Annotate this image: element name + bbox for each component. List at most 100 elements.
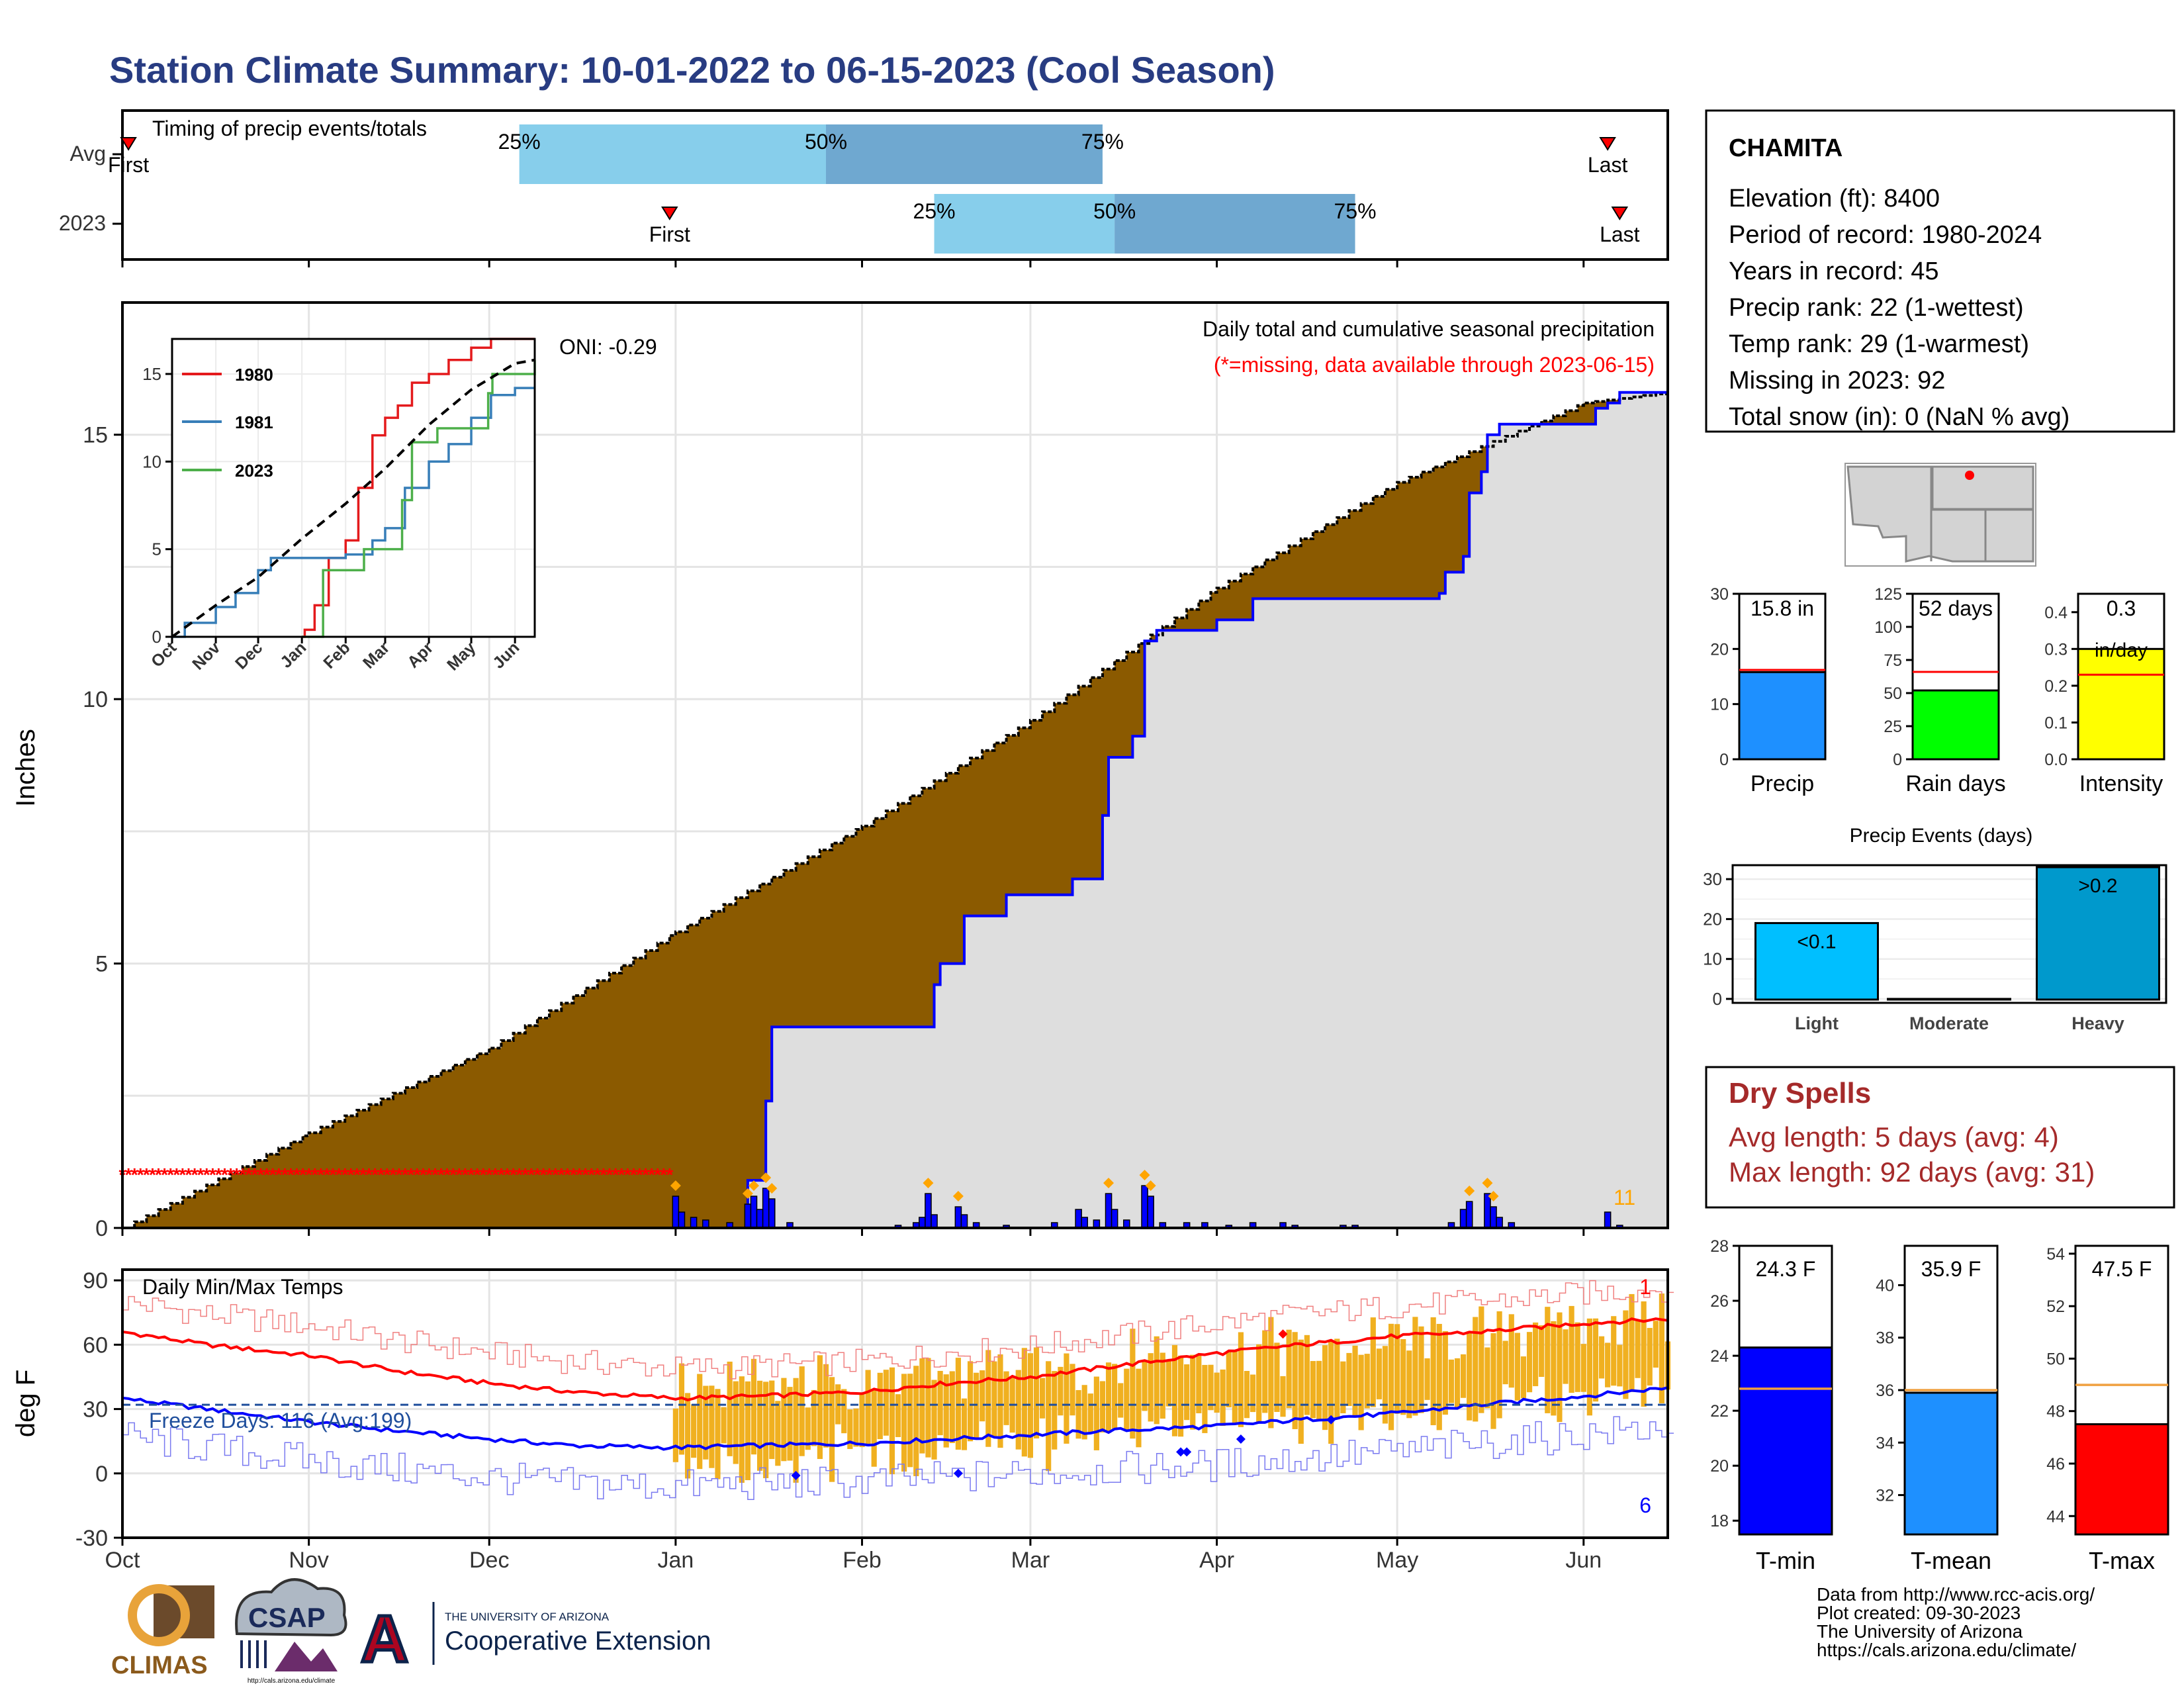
daily-temp-range-bar xyxy=(756,1380,763,1471)
daily-temp-range-bar xyxy=(1539,1325,1545,1378)
daily-precip-bar xyxy=(954,1206,962,1229)
inset-y-ticks: 0 5 10 15 xyxy=(142,364,172,647)
daily-temp-range-bar xyxy=(1177,1355,1184,1437)
ua-big-text: Cooperative Extension xyxy=(445,1626,711,1656)
missing-day-marker: * xyxy=(221,1164,228,1185)
temp-record-points xyxy=(791,1329,1336,1481)
precip-y-tick-label: 10 xyxy=(83,687,108,712)
daily-precip-bar xyxy=(960,1214,968,1229)
climas-logo-text: CLIMAS xyxy=(111,1652,208,1679)
missing-day-marker: * xyxy=(185,1164,192,1185)
daily-temp-range-bar xyxy=(1406,1350,1412,1419)
inset-line-Avg xyxy=(171,358,535,638)
daily-temp-range-bar xyxy=(811,1389,817,1446)
daily-temp-range-bar xyxy=(889,1367,895,1475)
daily-temp-range-bar xyxy=(1130,1329,1136,1439)
missing-day-marker: * xyxy=(582,1164,589,1185)
events-bars: <0.1 Light Moderate >0.2 Heavy xyxy=(1754,866,2160,1033)
daily-temp-range-bar xyxy=(1545,1307,1551,1413)
mini-value-label-precip: 15.8 in xyxy=(1751,596,1814,620)
missing-day-marker: * xyxy=(606,1164,613,1185)
daily-temp-range-bar xyxy=(1112,1364,1118,1430)
inset-x-tick-label: Dec xyxy=(232,638,266,673)
avg-cumulative-line xyxy=(122,392,1669,1229)
daily-temp-range-bar xyxy=(1262,1330,1268,1413)
heavy-event-marker xyxy=(923,1178,934,1189)
daily-temp-range-bar xyxy=(1220,1369,1226,1427)
temp-category-label-t-mean: T-mean xyxy=(1911,1547,1991,1574)
inset-x-tick-label: Mar xyxy=(359,638,393,672)
missing-day-marker: * xyxy=(449,1164,457,1185)
inset-gridlines xyxy=(171,339,535,637)
daily-temp-range-bar xyxy=(1412,1317,1418,1416)
daily-temp-range-bar xyxy=(1190,1354,1196,1430)
daily-temp-range-bar xyxy=(961,1398,968,1450)
daily-temp-range-bar xyxy=(1490,1333,1496,1429)
precip-y-tick-label: 5 xyxy=(95,952,108,977)
temp-category-label-t-min: T-min xyxy=(1756,1547,1815,1574)
daily-temp-range-bar xyxy=(1069,1364,1075,1416)
record-max-line xyxy=(122,1280,1674,1380)
missing-day-marker: * xyxy=(191,1164,199,1185)
temp-bar-y-tick-label: 20 xyxy=(1710,1457,1729,1476)
daily-temp-range-bar xyxy=(1430,1317,1436,1426)
legend-label-1980: 1980 xyxy=(235,365,273,385)
heavy-event-markers xyxy=(670,1170,1499,1202)
daily-temp-range-bar xyxy=(1484,1347,1490,1409)
avg-tmax-line xyxy=(122,1317,1668,1402)
daily-temp-range-bar xyxy=(1250,1374,1256,1413)
temp-x-tick-label: Dec xyxy=(469,1548,509,1573)
csap-logo: CSAP http://cals.arizona.edu/climate xyxy=(235,1578,347,1685)
daily-temp-range-bar xyxy=(895,1394,901,1437)
daily-temp-range-bar xyxy=(1286,1329,1292,1409)
temp-value-label-t-max: 47.5 F xyxy=(2092,1257,2152,1281)
missing-day-marker: * xyxy=(426,1164,433,1185)
precip-x-ticks xyxy=(121,1228,1585,1236)
mini-y-tick-label: 0 xyxy=(1719,751,1729,769)
daily-temp-range-bar xyxy=(1514,1333,1520,1401)
missing-day-marker: * xyxy=(245,1164,252,1185)
ua-logo-a: A xyxy=(361,1602,408,1676)
missing-day-marker: * xyxy=(468,1164,475,1185)
station-elevation: Elevation (ft): 8400 xyxy=(1729,185,1940,212)
missing-day-marker: * xyxy=(347,1164,355,1185)
temp-bar-y-tick-label: 18 xyxy=(1710,1512,1729,1530)
mini-y-tick-label: 0.4 xyxy=(2044,604,2068,622)
mini-value-label-intensity: 0.3 xyxy=(2107,596,2136,620)
events-category-light: Light xyxy=(1795,1013,1839,1033)
temp-bar-y-tick-label: 26 xyxy=(1710,1292,1729,1311)
inset-x-tick-label: Apr xyxy=(404,638,437,671)
station-years: Years in record: 45 xyxy=(1729,258,1939,285)
mini-y-tick-label: 0 xyxy=(1893,751,1902,769)
timing-label-q75-2023: 75% xyxy=(1334,199,1377,223)
timing-label-q50-Avg: 50% xyxy=(805,130,847,154)
missing-day-marker: * xyxy=(365,1164,373,1185)
mini-bar-precip xyxy=(1738,671,1827,761)
temp-x-ticks: Oct Nov Dec Jan Feb Mar Apr May Jun xyxy=(105,1538,1602,1573)
daily-temp-range-bar xyxy=(967,1361,974,1442)
missing-day-marker: * xyxy=(474,1164,481,1185)
csap-logo-cloud xyxy=(235,1578,347,1637)
daily-temp-range-bar xyxy=(1316,1360,1322,1420)
daily-temp-range-bar xyxy=(1165,1360,1171,1407)
dry-spells-avg: Avg length: 5 days (avg: 4) xyxy=(1729,1121,2059,1152)
missing-day-marker: * xyxy=(323,1164,330,1185)
timing-axis-ticks xyxy=(113,153,1585,267)
daily-precip-bar xyxy=(925,1193,932,1229)
daily-temp-range-bar xyxy=(1623,1310,1629,1399)
daily-precip-bar xyxy=(750,1196,758,1229)
daily-temp-range-bar xyxy=(1142,1361,1148,1411)
precip-events-chart: Precip Events (days) <0.1 Light Moderate >0… xyxy=(1703,825,2167,1033)
timing-label-q25-2023: 25% xyxy=(913,199,956,223)
daily-temp-range-bar xyxy=(1352,1345,1358,1416)
mini-category-label-rain-days: Rain days xyxy=(1905,771,2005,796)
daily-temp-range-bar xyxy=(1653,1321,1659,1368)
daily-temp-range-bar xyxy=(1087,1393,1093,1434)
daily-temp-range-bar xyxy=(1208,1364,1214,1411)
daily-temp-range-bar xyxy=(1424,1358,1430,1400)
temp-daily-range-bars xyxy=(672,1293,1671,1483)
missing-day-marker: * xyxy=(612,1164,619,1185)
precip-y-axis-label: Inches xyxy=(11,729,40,807)
mini-y-tick-label: 0.3 xyxy=(2044,640,2068,659)
